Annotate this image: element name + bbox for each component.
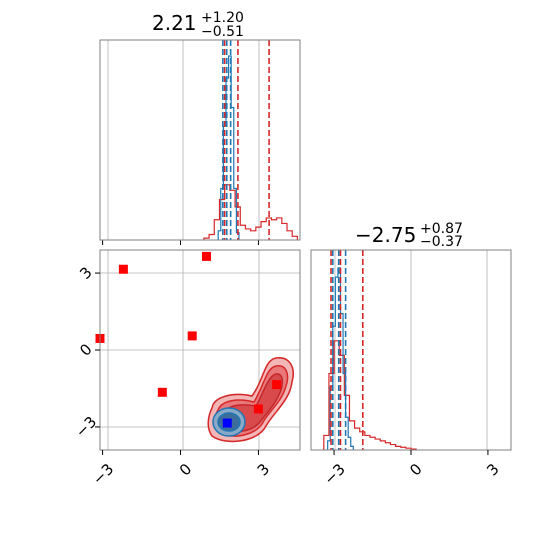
- histogram-panel-param2: −2.75 +0.87 −0.37 −3 0 3: [310, 221, 512, 488]
- y-tick-label: 3: [76, 263, 95, 282]
- x-tick-label: 0: [406, 460, 425, 479]
- red-histogram-param2: [323, 340, 417, 450]
- x-tick-label: 3: [254, 460, 273, 479]
- scatter-contour-panel: −3 0 3 −3 0 3: [72, 249, 301, 488]
- x-tick-label: 0: [176, 460, 195, 479]
- x-tick-label: 3: [483, 460, 502, 479]
- param2-title-value: −2.75: [355, 223, 416, 247]
- x-tick-label: −3: [89, 460, 117, 488]
- histogram-panel-param1: 2.21 +1.20 −0.51: [99, 10, 301, 245]
- red-histogram-param1: [203, 184, 299, 240]
- y-tick-label: −3: [72, 413, 100, 441]
- param2-title-minus: −0.37: [420, 234, 463, 250]
- scatter-point: [157, 387, 167, 397]
- scatter-point: [201, 251, 211, 261]
- scatter-point: [253, 404, 263, 414]
- param1-title-value: 2.21: [152, 11, 197, 35]
- scatter-point: [272, 380, 282, 390]
- histogram-frame: [99, 39, 301, 241]
- median-point-marker: [222, 418, 232, 428]
- scatter-point: [118, 264, 128, 274]
- blue-histogram-param1: [217, 55, 240, 240]
- y-tick-label: 0: [76, 340, 95, 359]
- param1-title-minus: −0.51: [201, 24, 244, 40]
- scatter-point: [187, 331, 197, 341]
- param1-title-plus: +1.20: [201, 10, 244, 26]
- param2-title-plus: +0.87: [420, 221, 463, 237]
- x-tick-label: −3: [320, 460, 348, 488]
